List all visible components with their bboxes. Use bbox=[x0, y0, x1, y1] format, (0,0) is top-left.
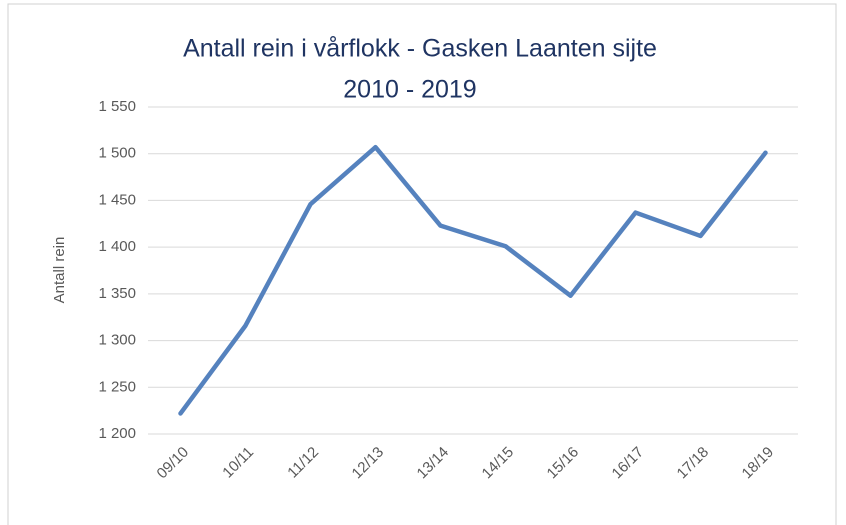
y-axis-label: Antall rein bbox=[51, 237, 68, 304]
chart-title: 2010 - 2019 bbox=[343, 76, 476, 104]
line-series bbox=[178, 144, 768, 416]
y-tick-label: 1 550 bbox=[98, 98, 136, 115]
y-tick-label: 1 200 bbox=[98, 425, 136, 442]
y-tick-label: 1 450 bbox=[98, 191, 136, 208]
y-tick-label: 1 350 bbox=[98, 285, 136, 302]
y-tick-label: 1 250 bbox=[98, 378, 136, 395]
chart-frame bbox=[7, 3, 837, 525]
y-tick-label: 1 500 bbox=[98, 145, 136, 162]
chart-title: Antall rein i vårflokk - Gasken Laanten … bbox=[183, 35, 657, 63]
y-tick-label: 1 300 bbox=[98, 332, 136, 349]
y-tick-label: 1 400 bbox=[98, 238, 136, 255]
